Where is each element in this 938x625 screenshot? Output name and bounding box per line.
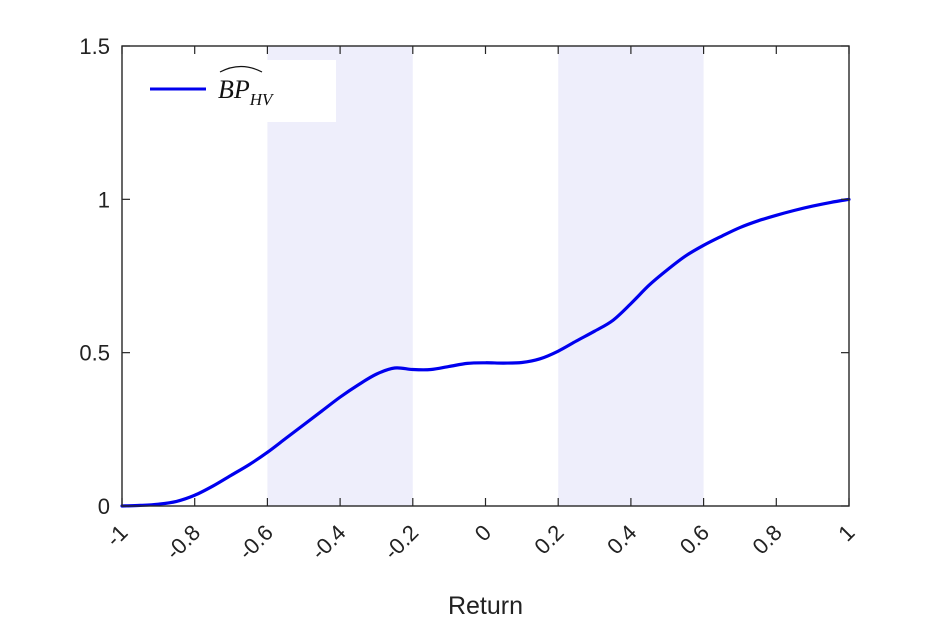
legend-label-main: BP: [218, 75, 250, 104]
legend-label-subscript: HV: [249, 90, 275, 109]
shaded-region-1: [267, 46, 413, 506]
shaded-region-2: [558, 46, 704, 506]
x-tick-label: 0: [470, 520, 496, 546]
x-tick-labels: -1 -0.8 -0.6 -0.4 -0.2 0 0.2 0.4 0.6 0.8 1: [101, 520, 860, 564]
legend-hat-accent: [219, 65, 263, 73]
y-tick-label: 1: [98, 187, 110, 212]
legend-box: [136, 60, 336, 122]
x-tick-label: 0.6: [675, 520, 714, 559]
x-tick-label: -0.4: [306, 520, 350, 564]
x-tick-label: 0.8: [748, 520, 787, 559]
y-tick-label: 0.5: [79, 341, 110, 366]
x-tick-label: -1: [101, 520, 133, 552]
y-tick-label: 1.5: [79, 34, 110, 59]
axis-ticks: [121, 45, 850, 507]
x-tick-label: 1: [833, 520, 859, 546]
y-tick-labels: 0 0.5 1 1.5: [79, 34, 110, 519]
series-layer: [120, 197, 851, 508]
x-tick-label: 0.2: [529, 520, 568, 559]
x-tick-label: -0.2: [379, 520, 423, 564]
shaded-regions: [267, 46, 704, 506]
x-tick-label: 0.4: [602, 520, 641, 559]
series-line-1: [120, 197, 851, 508]
x-tick-label: -0.6: [233, 520, 277, 564]
y-tick-label: 0: [98, 494, 110, 519]
legend: BPHV: [136, 60, 336, 122]
x-axis-label: Return: [448, 592, 523, 620]
legend-label: BPHV: [218, 75, 275, 109]
x-tick-label: -0.8: [161, 520, 205, 564]
